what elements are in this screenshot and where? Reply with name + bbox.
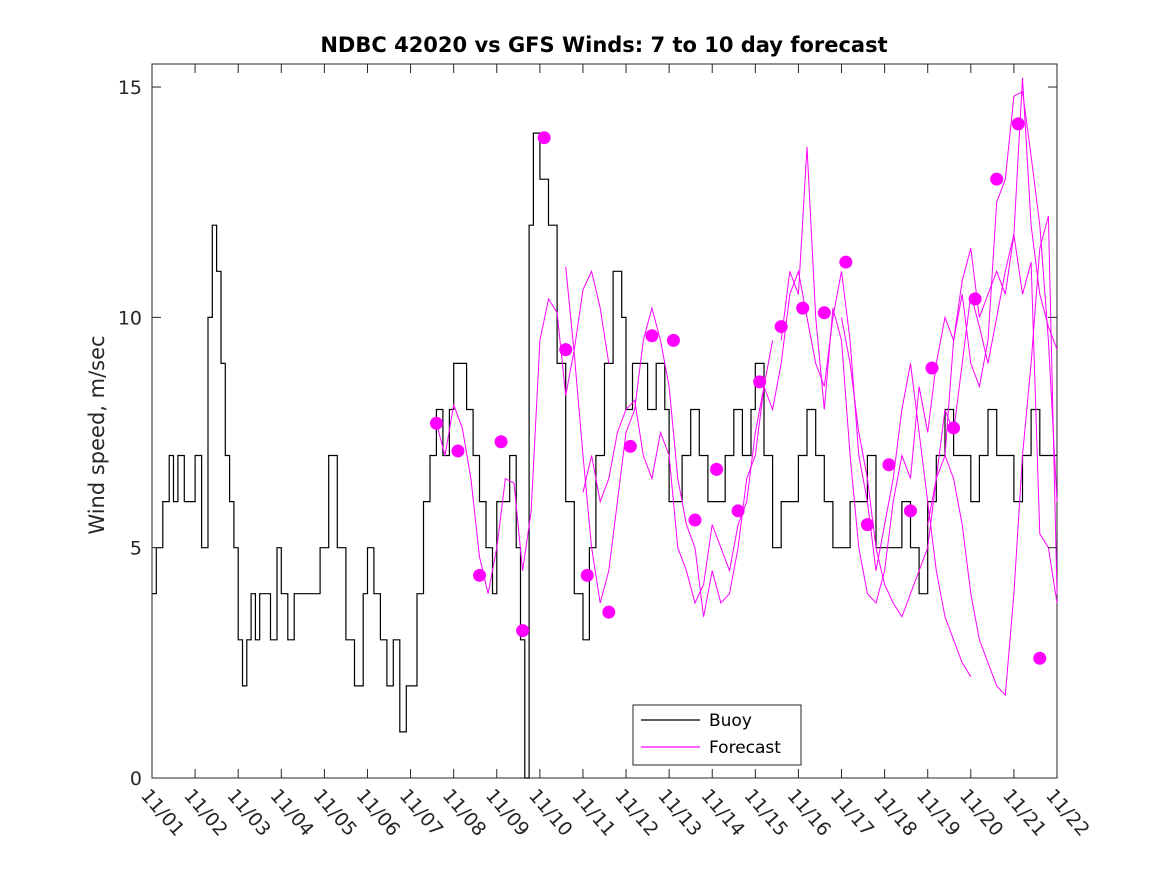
forecast-line xyxy=(927,234,1058,604)
forecast-marker xyxy=(580,568,594,582)
forecast-marker xyxy=(731,504,745,518)
forecast-marker xyxy=(817,306,831,320)
forecast-marker xyxy=(710,462,724,476)
x-tick-label: 11/17 xyxy=(826,785,879,841)
forecast-marker xyxy=(666,333,680,347)
y-tick-label: 15 xyxy=(118,77,142,99)
forecast-marker xyxy=(947,421,961,435)
forecast-marker xyxy=(537,131,551,145)
x-tick-label: 11/13 xyxy=(653,785,706,841)
forecast-marker xyxy=(839,255,853,269)
forecast-markers xyxy=(429,117,1047,665)
forecast-marker xyxy=(774,320,788,334)
forecast-marker xyxy=(753,375,767,389)
x-tick-label: 11/03 xyxy=(222,785,275,841)
forecast-marker xyxy=(990,172,1004,186)
legend: Buoy Forecast xyxy=(632,704,802,766)
buoy-line xyxy=(152,132,1057,779)
x-tick-label: 11/05 xyxy=(309,785,362,841)
x-tick-label: 11/12 xyxy=(610,785,663,841)
y-tick-label: 0 xyxy=(130,768,142,790)
forecast-marker xyxy=(473,568,487,582)
x-tick-label: 11/18 xyxy=(869,785,922,841)
forecast-marker xyxy=(903,504,917,518)
forecast-line xyxy=(582,340,774,605)
forecast-marker xyxy=(1033,651,1047,665)
x-tick-label: 11/19 xyxy=(912,785,965,841)
x-tick-label: 11/09 xyxy=(481,785,534,841)
y-tick-label: 5 xyxy=(130,538,142,560)
x-tick-label: 11/10 xyxy=(524,785,577,841)
forecast-marker xyxy=(451,444,465,458)
legend-buoy-label: Buoy xyxy=(709,711,752,731)
x-tick-label: 11/16 xyxy=(783,785,836,841)
x-tick-label: 11/20 xyxy=(955,785,1008,841)
x-tick-label: 11/14 xyxy=(696,785,749,841)
forecast-marker xyxy=(925,361,939,375)
forecast-marker xyxy=(796,301,810,315)
forecast-marker xyxy=(429,416,443,430)
x-tick-label: 11/15 xyxy=(740,785,793,841)
forecast-marker xyxy=(1011,117,1025,131)
forecast-marker xyxy=(882,458,896,472)
forecast-line xyxy=(565,266,739,617)
forecast-line xyxy=(841,90,1058,618)
x-tick-label: 11/21 xyxy=(998,785,1051,841)
forecast-marker xyxy=(860,518,874,532)
chart-title: NDBC 42020 vs GFS Winds: 7 to 10 day for… xyxy=(320,33,887,57)
forecast-marker xyxy=(968,292,982,306)
forecast-line xyxy=(435,269,610,594)
x-tick-label: 11/04 xyxy=(266,785,319,841)
legend-forecast-label: Forecast xyxy=(709,738,781,758)
forecast-marker xyxy=(559,343,573,357)
forecast-series xyxy=(435,77,1058,697)
forecast-marker xyxy=(645,329,659,343)
buoy-series xyxy=(152,132,1057,779)
forecast-marker xyxy=(688,513,702,527)
forecast-marker xyxy=(516,624,530,638)
x-tick-label: 11/22 xyxy=(1041,785,1094,841)
y-axis-label: Wind speed, m/sec xyxy=(85,335,109,534)
x-tick-label: 11/11 xyxy=(567,785,620,841)
y-tick-label: 10 xyxy=(118,307,142,329)
forecast-line xyxy=(944,215,1058,697)
x-tick-label: 11/02 xyxy=(179,785,232,841)
forecast-line xyxy=(780,77,1058,605)
forecast-marker xyxy=(494,435,508,449)
x-tick-label: 11/06 xyxy=(352,785,405,841)
x-tick-label: 11/07 xyxy=(395,785,448,841)
forecast-marker xyxy=(623,439,637,453)
x-tick-label: 11/08 xyxy=(438,785,491,841)
forecast-marker xyxy=(602,605,616,619)
x-tick-label: 11/01 xyxy=(136,785,189,841)
legend-box xyxy=(632,704,802,766)
